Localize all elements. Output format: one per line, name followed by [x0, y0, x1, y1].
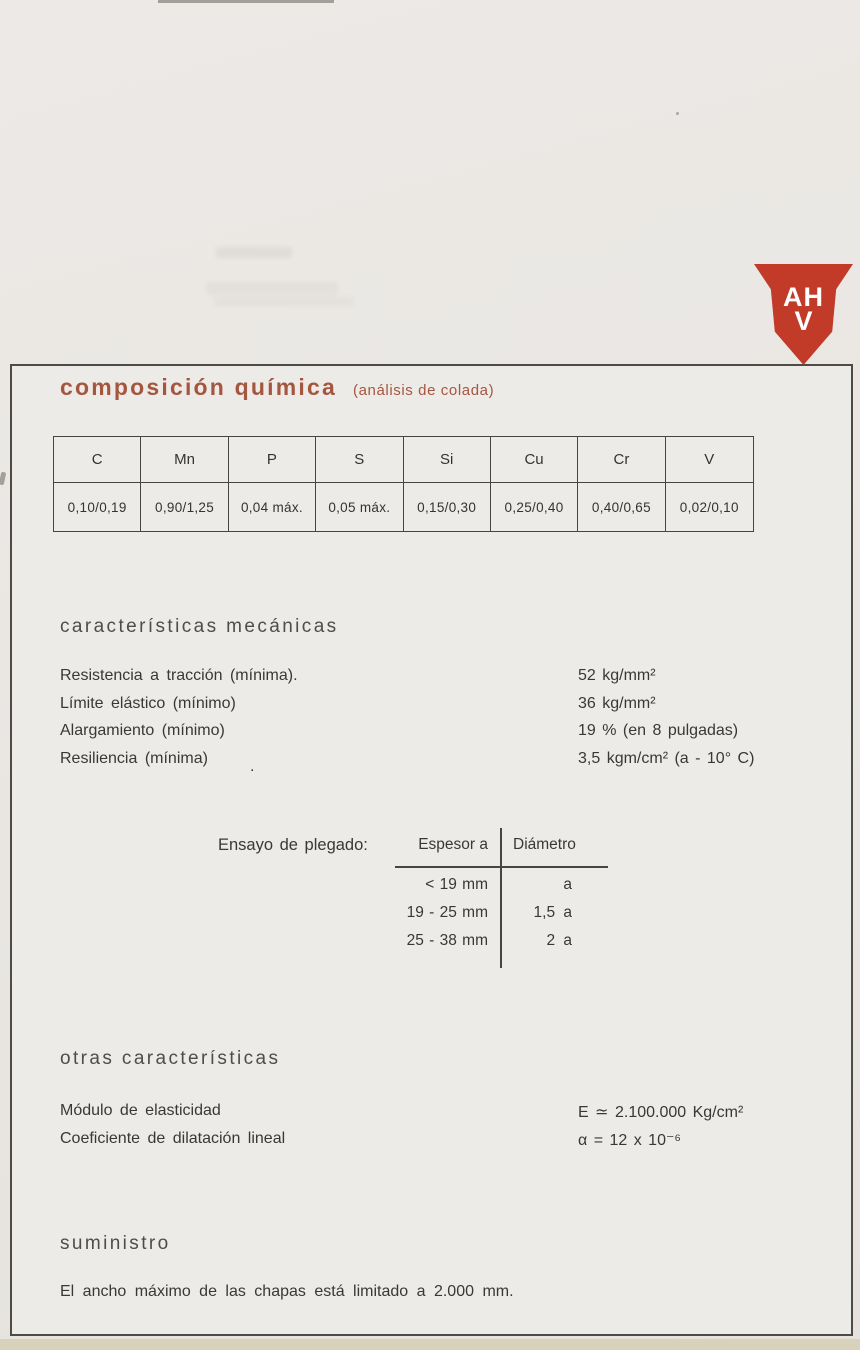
- property-value: 52 kg/mm²: [578, 667, 656, 684]
- table-cell: 0,25/0,40: [491, 483, 579, 531]
- table-row: 19 - 25 mm 1,5 a: [395, 904, 608, 932]
- column-header: P: [228, 437, 317, 483]
- list-item: Coeficiente de dilatación lineal α = 12 …: [60, 1130, 820, 1158]
- column-header: Si: [403, 437, 491, 483]
- table-cell: 0,15/0,30: [404, 483, 491, 531]
- bend-test-label: Ensayo de plegado:: [218, 836, 368, 854]
- table-cell: 25 - 38 mm: [406, 932, 488, 949]
- table-divider-vertical: [500, 828, 502, 968]
- column-header: Cu: [490, 437, 579, 483]
- ahv-logo: AH V: [754, 264, 853, 365]
- mechanical-properties-list: Resistencia a tracción (mínima). 52 kg/m…: [60, 667, 820, 777]
- table-cell: a: [563, 876, 572, 893]
- property-label: Módulo de elasticidad: [60, 1102, 221, 1119]
- column-header: Espesor a: [418, 836, 488, 853]
- property-label: Coeficiente de dilatación lineal: [60, 1130, 286, 1147]
- property-label: Alargamiento (mínimo): [60, 722, 225, 739]
- section-quimica-heading: composición química (análisis de colada): [60, 374, 494, 401]
- table-cell: 0,10/0,19: [54, 483, 142, 531]
- table-row: < 19 mm a: [395, 876, 608, 904]
- column-header: Mn: [141, 437, 229, 483]
- section-suministro-heading: suministro: [60, 1233, 171, 1254]
- list-item: Resiliencia (mínima) 3,5 kgm/cm² (a - 10…: [60, 750, 820, 778]
- table-cell: < 19 mm: [425, 876, 488, 893]
- scan-edge-artifact: [158, 0, 334, 3]
- property-label: Resistencia a tracción (mínima).: [60, 667, 298, 684]
- ahv-logo-text-line1: AH: [783, 282, 824, 312]
- property-label: Resiliencia (mínima): [60, 749, 208, 767]
- bend-test-table: Espesor a Diámetro < 19 mm a 19 - 25 mm …: [395, 828, 608, 968]
- table-cell: 0,05 máx.: [316, 483, 404, 531]
- list-item: Módulo de elasticidad E ≃ 2.100.000 Kg/c…: [60, 1102, 820, 1130]
- table-cell: 0,40/0,65: [578, 483, 666, 531]
- page-subtitle: (análisis de colada): [352, 382, 495, 399]
- column-header: Cr: [578, 437, 666, 483]
- section-mecanicas-heading: características mecánicas: [60, 616, 339, 637]
- table-divider-horizontal: [395, 866, 608, 868]
- supply-note-text: El ancho máximo de las chapas está limit…: [60, 1283, 514, 1300]
- list-item: Alargamiento (mínimo) 19 % (en 8 pulgada…: [60, 722, 820, 750]
- column-header: S: [316, 437, 404, 483]
- column-header: Diámetro: [513, 836, 576, 853]
- property-value: E ≃ 2.100.000 Kg/cm²: [578, 1104, 744, 1121]
- property-value: 19 % (en 8 pulgadas): [578, 722, 739, 739]
- property-value: α = 12 x 10⁻⁶: [578, 1132, 681, 1149]
- stray-period-mark: .: [250, 758, 255, 775]
- list-item: Resistencia a tracción (mínima). 52 kg/m…: [60, 667, 820, 695]
- other-properties-list: Módulo de elasticidad E ≃ 2.100.000 Kg/c…: [60, 1102, 820, 1158]
- bleedthrough-ghost: [216, 247, 292, 258]
- bleedthrough-ghost: [214, 297, 354, 306]
- column-header: V: [665, 437, 753, 483]
- list-item: Límite elástico (mínimo) 36 kg/mm²: [60, 695, 820, 723]
- property-value: 36 kg/mm²: [578, 694, 656, 712]
- table-cell: 1,5 a: [533, 904, 572, 921]
- table-cell: 0,90/1,25: [141, 483, 229, 531]
- scan-mark-artifact: [0, 471, 7, 486]
- table-cell: 19 - 25 mm: [406, 904, 488, 921]
- page-title: composición química: [60, 374, 337, 400]
- bleedthrough-ghost: [206, 282, 338, 295]
- content-panel: composición química (análisis de colada) …: [10, 364, 853, 1336]
- scan-dot-artifact: [676, 112, 679, 115]
- column-header: C: [54, 437, 142, 483]
- page-bottom-edge: [0, 1339, 860, 1350]
- table-cell: 2 a: [546, 932, 572, 949]
- ahv-logo-text-line2: V: [794, 306, 813, 336]
- section-otras-heading: otras características: [60, 1048, 281, 1069]
- bend-test-rows: < 19 mm a 19 - 25 mm 1,5 a 25 - 38 mm 2 …: [395, 876, 608, 960]
- property-label: Límite elástico (mínimo): [60, 694, 236, 712]
- table-cell: 0,02/0,10: [679, 499, 739, 515]
- property-value: 3,5 kgm/cm² (a - 10° C): [578, 749, 755, 767]
- table-row: 25 - 38 mm 2 a: [395, 932, 608, 960]
- table-cell: 0,04 máx.: [229, 483, 317, 531]
- chemical-composition-table: C Mn P S Si Cu Cr V 0,10/0,19 0,90/1,25 …: [53, 436, 754, 532]
